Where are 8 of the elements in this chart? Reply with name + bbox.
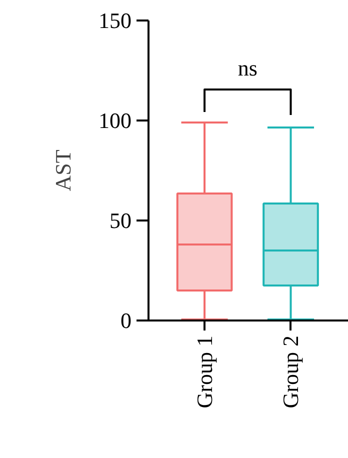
annotation: ns	[238, 56, 258, 80]
y-tick-label: 0	[120, 308, 132, 333]
x-tick-label: Group 1	[192, 335, 218, 408]
y-tick-label: 100	[98, 108, 132, 133]
y-axis-title: AST	[50, 149, 76, 192]
y-tick-label: 50	[110, 208, 132, 233]
y-tick-label: 150	[98, 8, 132, 33]
x-tick-label: Group 2	[278, 335, 304, 408]
